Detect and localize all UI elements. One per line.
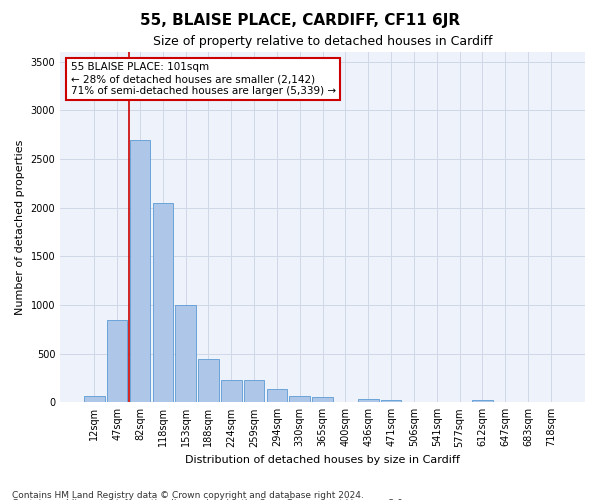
Y-axis label: Number of detached properties: Number of detached properties [15, 140, 25, 315]
Bar [175, 305, 196, 402]
Text: Contains HM Land Registry data © Crown copyright and database right 2024.: Contains HM Land Registry data © Crown c… [12, 490, 364, 500]
Title: Size of property relative to detached houses in Cardiff: Size of property relative to detached ho… [153, 35, 493, 48]
Text: Contains public sector information licensed under the Open Government Licence v3: Contains public sector information licen… [12, 499, 406, 500]
Bar [107, 320, 127, 402]
Text: 55, BLAISE PLACE, CARDIFF, CF11 6JR: 55, BLAISE PLACE, CARDIFF, CF11 6JR [140, 12, 460, 28]
Bar [84, 396, 104, 402]
X-axis label: Distribution of detached houses by size in Cardiff: Distribution of detached houses by size … [185, 455, 460, 465]
Bar [472, 400, 493, 402]
Bar [130, 140, 150, 402]
Text: 55 BLAISE PLACE: 101sqm
← 28% of detached houses are smaller (2,142)
71% of semi: 55 BLAISE PLACE: 101sqm ← 28% of detache… [71, 62, 336, 96]
Bar [221, 380, 242, 402]
Bar [313, 398, 333, 402]
Bar [358, 399, 379, 402]
Bar [266, 388, 287, 402]
Bar [152, 203, 173, 402]
Bar [244, 380, 265, 402]
Bar [198, 358, 219, 403]
Bar [381, 400, 401, 402]
Bar [289, 396, 310, 402]
